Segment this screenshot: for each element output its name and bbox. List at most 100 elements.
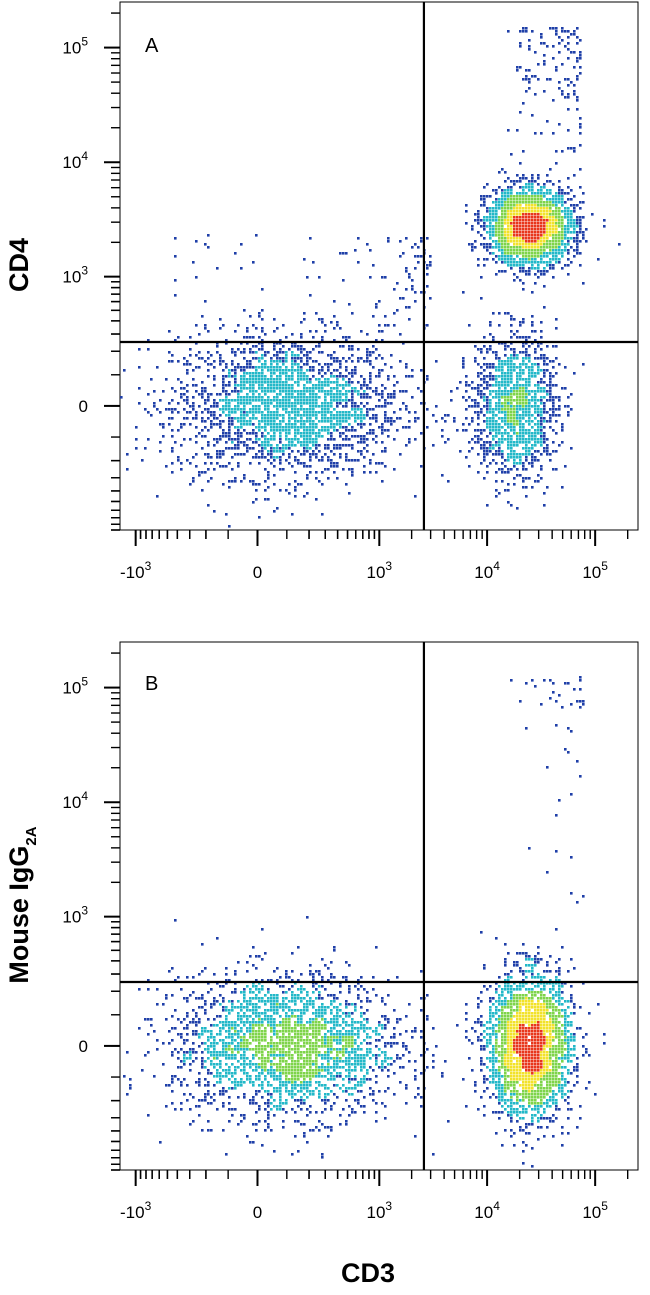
event-dot <box>483 387 486 390</box>
event-dot <box>381 384 384 387</box>
event-dot <box>537 183 540 186</box>
event-dot <box>300 396 303 399</box>
event-dot <box>342 426 345 429</box>
event-dot <box>312 1090 315 1093</box>
event-dot <box>288 438 291 441</box>
event-dot <box>249 1042 252 1045</box>
event-dot <box>519 441 522 444</box>
event-dot <box>504 399 507 402</box>
event-dot <box>207 375 210 378</box>
event-dot <box>255 453 258 456</box>
event-dot <box>537 438 540 441</box>
event-dot <box>381 429 384 432</box>
event-dot <box>291 396 294 399</box>
event-dot <box>543 411 546 414</box>
event-dot <box>339 435 342 438</box>
event-dot <box>195 411 198 414</box>
event-dot <box>183 1027 186 1030</box>
y-axis-title: CD4 <box>4 238 34 292</box>
event-dot <box>537 267 540 270</box>
event-dot <box>516 396 519 399</box>
event-dot <box>276 351 279 354</box>
event-dot <box>252 1012 255 1015</box>
event-dot <box>237 402 240 405</box>
event-dot <box>249 447 252 450</box>
event-dot <box>288 405 291 408</box>
event-dot <box>210 1006 213 1009</box>
event-dot <box>267 399 270 402</box>
event-dot <box>285 432 288 435</box>
event-dot <box>282 444 285 447</box>
event-dot <box>246 1000 249 1003</box>
event-dot <box>249 378 252 381</box>
x-tick-label: 105 <box>582 559 608 582</box>
event-dot <box>267 438 270 441</box>
event-dot <box>525 390 528 393</box>
event-dot <box>552 450 555 453</box>
x-axis-ticks: -103 0 103 104 105 <box>120 530 629 582</box>
event-dot <box>147 1018 150 1021</box>
event-dot <box>243 1081 246 1084</box>
event-dot <box>270 1063 273 1066</box>
event-dot <box>540 381 543 384</box>
event-dot <box>192 408 195 411</box>
event-dot <box>498 408 501 411</box>
event-dot <box>498 438 501 441</box>
event-dot <box>426 408 429 411</box>
event-dot <box>546 237 549 240</box>
event-dot <box>327 1072 330 1075</box>
event-dot <box>516 405 519 408</box>
event-dot <box>282 417 285 420</box>
event-dot <box>300 390 303 393</box>
event-dot <box>306 360 309 363</box>
event-dot <box>297 1072 300 1075</box>
event-dot <box>276 405 279 408</box>
event-dot <box>495 357 498 360</box>
event-dot <box>579 51 582 54</box>
event-dot <box>270 1009 273 1012</box>
event-dot <box>258 1006 261 1009</box>
event-dot <box>297 1042 300 1045</box>
event-dot <box>546 216 549 219</box>
event-dot <box>309 357 312 360</box>
event-dot <box>543 219 546 222</box>
event-dot <box>363 1075 366 1078</box>
event-dot <box>366 1054 369 1057</box>
event-dot <box>552 243 555 246</box>
event-dot <box>531 243 534 246</box>
event-dot <box>222 420 225 423</box>
event-dot <box>297 1063 300 1066</box>
event-dot <box>312 261 315 264</box>
event-dot <box>201 387 204 390</box>
event-dot <box>483 186 486 189</box>
event-dot <box>516 420 519 423</box>
event-dot <box>531 324 534 327</box>
event-dot <box>516 372 519 375</box>
event-dot <box>204 1066 207 1069</box>
event-dot <box>303 1135 306 1138</box>
event-dot <box>381 357 384 360</box>
event-dot <box>225 1054 228 1057</box>
event-dot <box>519 261 522 264</box>
event-dot <box>564 237 567 240</box>
event-dot <box>306 492 309 495</box>
event-dot <box>336 375 339 378</box>
event-dot <box>243 351 246 354</box>
event-dot <box>282 1126 285 1129</box>
event-dot <box>531 264 534 267</box>
event-dot <box>390 393 393 396</box>
event-dot <box>465 399 468 402</box>
event-dot <box>480 438 483 441</box>
event-dot <box>522 465 525 468</box>
event-dot <box>372 1054 375 1057</box>
event-dot <box>249 1015 252 1018</box>
event-dot <box>558 240 561 243</box>
event-dot <box>192 480 195 483</box>
event-dot <box>519 225 522 228</box>
event-dot <box>243 997 246 1000</box>
event-dot <box>519 45 522 48</box>
event-dot <box>225 399 228 402</box>
event-dot <box>186 1039 189 1042</box>
event-dot <box>345 1033 348 1036</box>
event-dot <box>258 450 261 453</box>
